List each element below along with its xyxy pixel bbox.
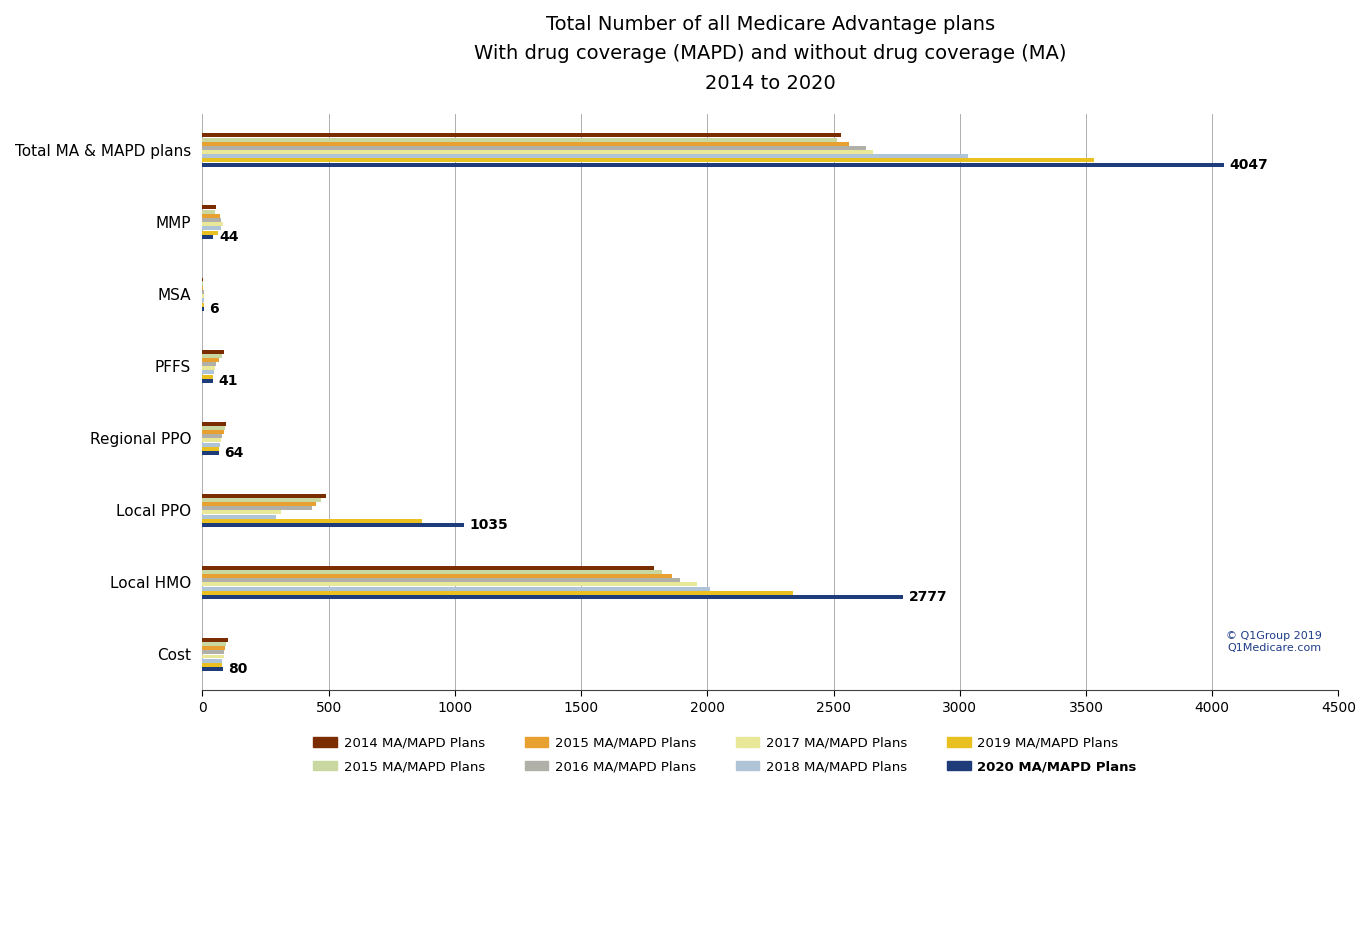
Bar bbox=[203, 451, 218, 455]
Bar bbox=[203, 214, 219, 218]
Bar bbox=[203, 294, 204, 298]
Bar bbox=[203, 209, 215, 213]
Bar bbox=[203, 422, 226, 425]
Bar bbox=[203, 349, 223, 354]
Bar bbox=[203, 519, 422, 522]
Bar bbox=[203, 595, 903, 599]
Bar bbox=[203, 379, 213, 383]
Bar bbox=[203, 642, 226, 646]
Bar bbox=[203, 138, 836, 142]
Bar bbox=[203, 498, 321, 502]
Bar bbox=[203, 163, 1224, 167]
Text: 2777: 2777 bbox=[909, 590, 947, 604]
Bar bbox=[203, 659, 222, 663]
Text: 64: 64 bbox=[223, 446, 244, 460]
Bar bbox=[203, 206, 217, 209]
Bar bbox=[203, 663, 222, 667]
Bar bbox=[203, 425, 225, 430]
Bar bbox=[203, 651, 225, 654]
Text: © Q1Group 2019
Q1Medicare.com: © Q1Group 2019 Q1Medicare.com bbox=[1226, 631, 1322, 653]
Bar bbox=[203, 290, 204, 294]
Bar bbox=[203, 366, 215, 371]
Bar bbox=[203, 638, 228, 641]
Bar bbox=[203, 146, 866, 150]
Bar bbox=[203, 226, 221, 230]
Bar bbox=[203, 142, 849, 146]
Bar bbox=[203, 133, 842, 138]
Bar bbox=[203, 646, 225, 650]
Legend: 2014 MA/MAPD Plans, 2015 MA/MAPD Plans, 2015 MA/MAPD Plans, 2016 MA/MAPD Plans, : 2014 MA/MAPD Plans, 2015 MA/MAPD Plans, … bbox=[314, 736, 1137, 774]
Bar bbox=[203, 654, 223, 658]
Bar bbox=[203, 150, 873, 155]
Bar bbox=[203, 591, 794, 595]
Bar bbox=[203, 506, 313, 510]
Bar bbox=[203, 566, 654, 570]
Text: 4047: 4047 bbox=[1230, 157, 1268, 171]
Text: 41: 41 bbox=[218, 374, 237, 388]
Bar bbox=[203, 374, 214, 379]
Bar bbox=[203, 307, 204, 311]
Bar bbox=[203, 523, 463, 527]
Text: 1035: 1035 bbox=[469, 518, 509, 532]
Bar bbox=[203, 231, 218, 235]
Bar bbox=[203, 235, 214, 238]
Text: 80: 80 bbox=[228, 662, 248, 676]
Bar bbox=[203, 578, 680, 582]
Bar bbox=[203, 668, 222, 671]
Bar bbox=[203, 583, 698, 587]
Bar bbox=[203, 502, 315, 506]
Bar bbox=[203, 430, 223, 434]
Bar bbox=[203, 570, 662, 573]
Bar bbox=[203, 515, 276, 519]
Bar bbox=[203, 362, 217, 366]
Bar bbox=[203, 354, 222, 358]
Text: 6: 6 bbox=[210, 302, 219, 316]
Bar bbox=[203, 442, 219, 447]
Bar bbox=[203, 371, 214, 374]
Bar bbox=[203, 493, 326, 498]
Bar bbox=[203, 434, 222, 439]
Bar bbox=[203, 574, 672, 578]
Bar bbox=[203, 218, 221, 222]
Bar bbox=[203, 155, 968, 158]
Bar bbox=[203, 299, 204, 303]
Bar bbox=[203, 447, 219, 451]
Bar bbox=[203, 358, 219, 362]
Bar bbox=[203, 158, 1094, 162]
Bar bbox=[203, 587, 710, 590]
Title: Total Number of all Medicare Advantage plans
With drug coverage (MAPD) and witho: Total Number of all Medicare Advantage p… bbox=[474, 15, 1067, 93]
Bar bbox=[203, 510, 281, 515]
Bar bbox=[203, 303, 204, 306]
Text: 44: 44 bbox=[219, 230, 239, 244]
Bar bbox=[203, 223, 222, 226]
Bar bbox=[203, 439, 221, 442]
